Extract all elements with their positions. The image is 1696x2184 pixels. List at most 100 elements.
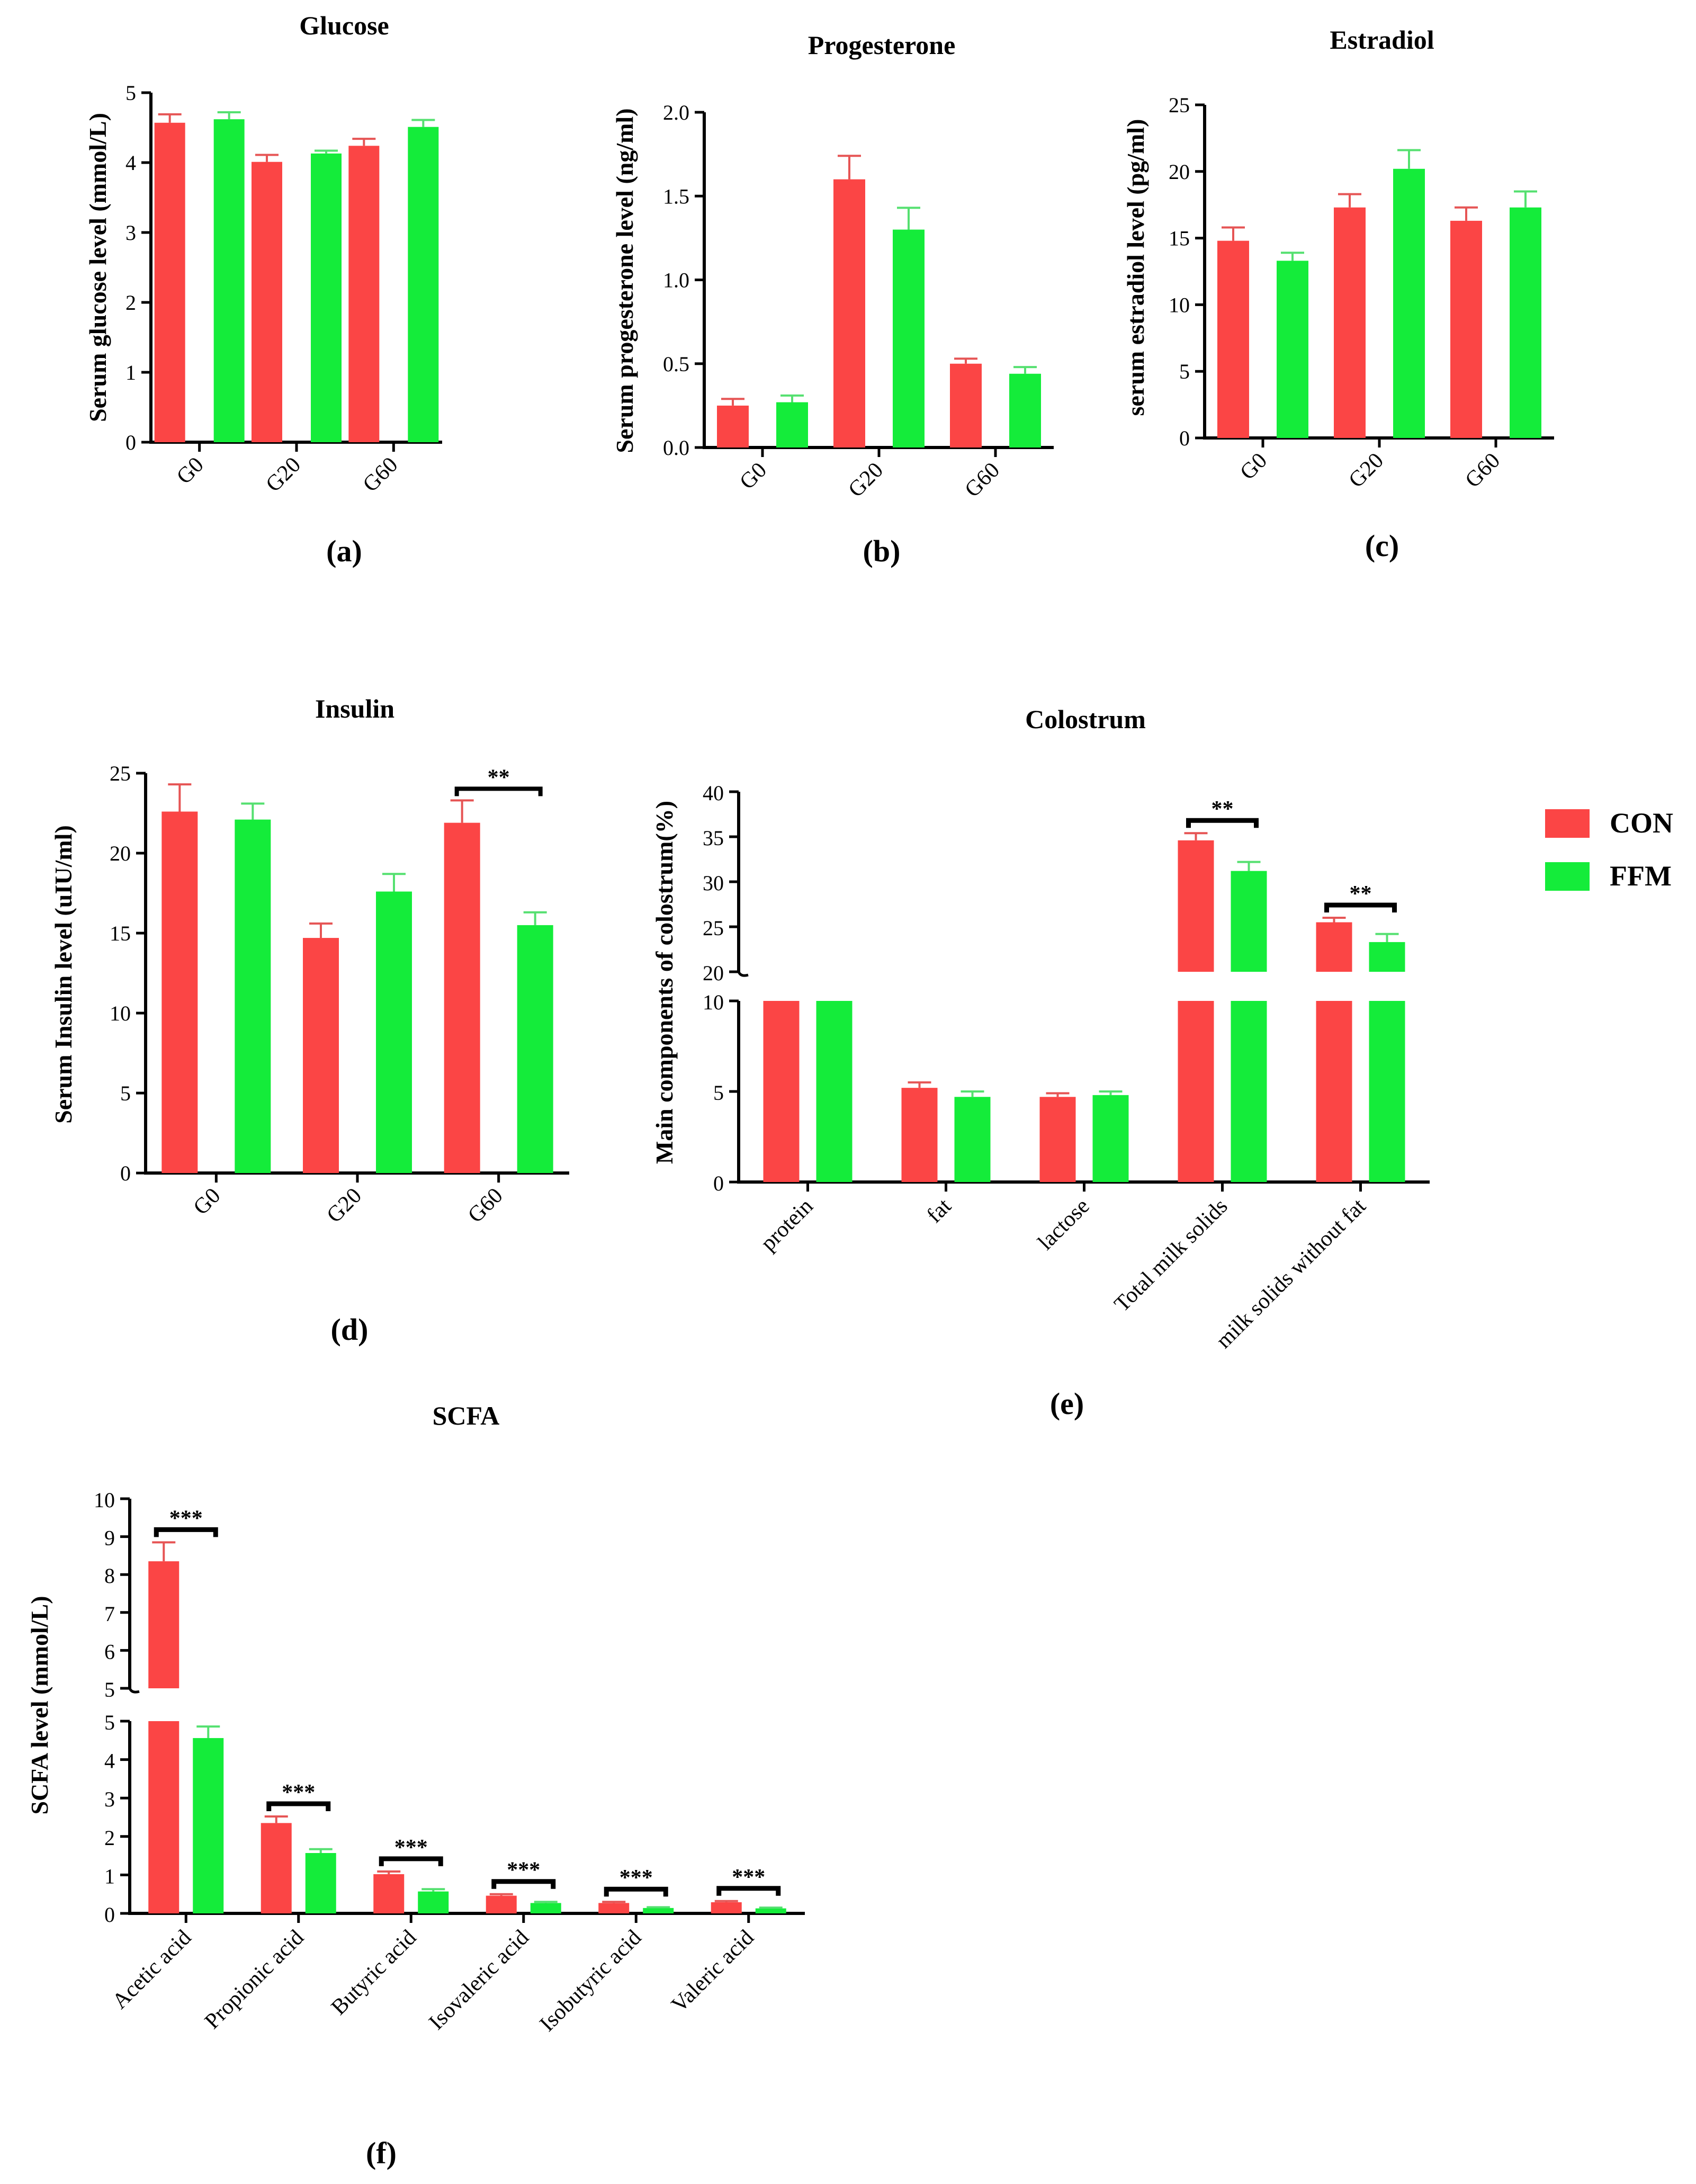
y-tick-label: 0 [1179,426,1190,450]
bar-ffm-g20 [311,153,342,443]
significance-bracket [604,1886,668,1897]
bar-con-g20 [303,938,339,1173]
bar-ffm-valeric-acid [755,1908,786,1913]
x-tick-label-acetic-acid: Acetic acid [107,1926,196,2014]
y-axis-label: Serum progesterone level (ng/ml) [611,108,638,453]
chart-a: Glucose Serum glucose level (mmol/L) 0 1 2 3 4… [84,11,442,568]
significance-bracket [154,1527,218,1537]
chart-title: Colostrum [1025,704,1146,734]
y-tick-label: 4 [104,1749,115,1773]
y-tick-label: 25 [1169,93,1190,117]
y-tick-label: 10 [94,1488,115,1512]
y-tick-label: 10 [703,990,724,1014]
bar-con-lactose [1039,1097,1076,1182]
significance-label: ** [1350,882,1372,906]
bar-ffm-g60 [1009,373,1041,447]
bar-con-acetic-acid-lower [148,1721,180,1913]
significance-bracket [379,1856,443,1866]
bar-ffm-total-milk-solids-lower [1231,1001,1267,1182]
bar-con-valeric-acid [711,1902,742,1913]
y-tick-label: 5 [104,1711,115,1734]
significance-label: *** [282,1780,315,1805]
significance-bracket [491,1879,556,1889]
chart-b: Progesterone Serum progesterone level (ng… [611,30,1054,568]
bar-ffm-protein [816,1001,853,1182]
bar-con-g60 [1450,220,1482,438]
y-tick-label: 10 [110,1001,131,1025]
y-tick-label: 1 [125,361,136,384]
bar-con-butyric-acid [373,1874,405,1913]
bar-ffm-milk-solids-without-fat-lower [1369,1001,1405,1182]
y-axis-label: SCFA level (mmol/L) [26,1596,53,1814]
panel-label: (e) [1050,1386,1084,1421]
bar-con-isobutyric-acid [598,1903,630,1913]
bar-ffm-milk-solids-without-fat-upper [1369,942,1405,972]
axis-break-mark [128,1687,140,1694]
bar-ffm-isovaleric-acid [530,1903,561,1913]
significance-bracket [1324,902,1397,912]
bar-con-g60 [950,363,982,447]
y-tick-label: 2 [125,291,136,315]
y-tick-label: 15 [110,921,131,945]
chart-e: Colostrum Main components of colostrum(%)… [651,704,1430,1421]
significance-label: *** [507,1858,540,1883]
bar-ffm-g20 [1393,168,1425,438]
bar-con-g0 [154,122,185,442]
bar-con-isovaleric-acid [486,1895,517,1913]
y-tick-label: 0.0 [663,436,689,460]
y-tick-label: 25 [703,916,724,940]
bar-ffm-lactose [1092,1095,1129,1182]
y-tick-label: 35 [703,826,724,850]
x-tick-label-g60: G60 [463,1184,508,1228]
y-axis-label: Main components of colostrum(%) [651,801,678,1164]
panel-label: (c) [1365,529,1399,563]
chart-title: Estradiol [1330,25,1434,55]
y-tick-label: 10 [1169,293,1190,317]
x-tick-label-total-milk-solids: Total milk solids [1110,1194,1233,1317]
y-tick-label: 5 [125,81,136,105]
panel-label: (d) [331,1312,369,1347]
significance-label: ** [1212,797,1234,821]
x-tick-label-g20: G20 [261,453,306,497]
y-tick-label: 7 [104,1602,115,1626]
y-tick-label: 0 [713,1171,724,1195]
y-tick-label: 30 [703,871,724,895]
bar-con-g0 [161,811,198,1173]
bar-con-total-milk-solids-upper [1178,840,1214,972]
x-tick-label-g0: G0 [735,458,771,495]
chart-d: Insulin Serum Insulin level (uIU/ml) 0 5 10 1… [50,694,569,1347]
bar-ffm-g0 [213,119,245,442]
y-tick-label: 3 [104,1787,115,1811]
panel-label: (b) [863,534,901,568]
axis-break-mark [737,971,749,977]
y-tick-label: 5 [1179,360,1190,383]
significance-bracket [716,1886,781,1896]
significance-bracket [266,1801,331,1812]
x-tick-label-g0: G0 [172,453,209,489]
bar-ffm-isobutyric-acid [643,1908,674,1913]
x-tick-label-g0: G0 [1235,449,1272,485]
bar-con-total-milk-solids-lower [1178,1001,1214,1182]
y-tick-label: 2.0 [663,101,689,124]
y-axis-label: serum estradiol level (pg/ml) [1122,119,1149,416]
significance-bracket [454,786,543,796]
significance-label: *** [620,1866,653,1890]
x-tick-label-propionic-acid: Propionic acid [200,1926,309,2034]
y-tick-label: 1 [104,1864,115,1888]
y-tick-label: 0 [125,431,136,454]
x-tick-label-g60: G60 [960,458,1004,503]
x-tick-label-protein: protein [756,1194,818,1256]
chart-f: SCFA SCFA level (mmol/L) 0 1 2 3 4 5 5 6 7 8 9 10 Acet… [26,1401,805,2170]
bar-con-g20 [252,162,282,442]
legend-label-con: CON [1610,807,1673,839]
bar-con-fat [901,1088,938,1182]
chart-title: SCFA [433,1401,500,1430]
significance-label: ** [488,765,510,790]
x-tick-label-isobutyric-acid: Isobutyric acid [535,1926,646,2037]
legend-label-ffm: FFM [1610,860,1672,892]
bar-ffm-g60 [1510,207,1541,438]
x-tick-label-isovaleric-acid: Isovaleric acid [424,1926,534,2035]
bar-ffm-g0 [1277,261,1308,438]
y-tick-label: 15 [1169,227,1190,250]
y-tick-label: 5 [713,1081,724,1105]
